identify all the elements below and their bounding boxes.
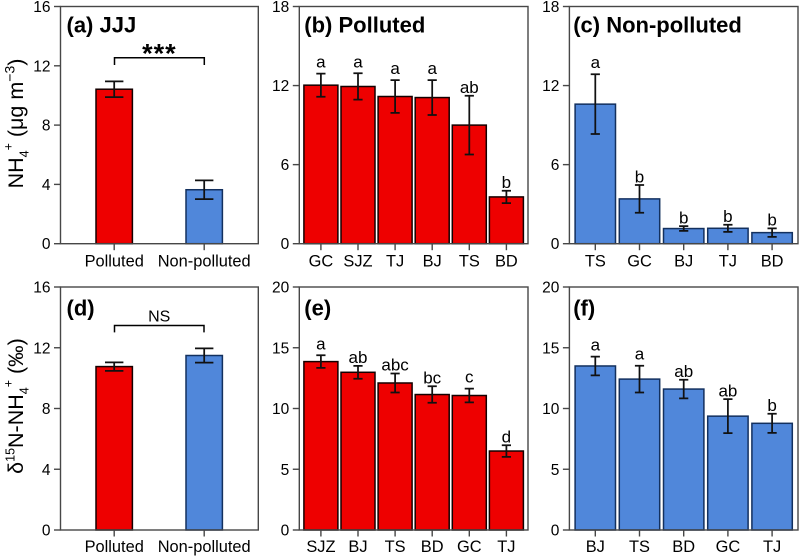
svg-text:ab: ab: [460, 78, 479, 97]
svg-text:20: 20: [272, 280, 290, 297]
svg-text:BJ: BJ: [423, 252, 442, 270]
svg-text:Polluted: Polluted: [85, 538, 144, 556]
svg-text:10: 10: [542, 401, 560, 418]
svg-text:a: a: [427, 59, 437, 78]
svg-text:BJ: BJ: [586, 538, 605, 556]
svg-text:a: a: [591, 336, 601, 355]
svg-text:ab: ab: [718, 381, 737, 400]
svg-text:4: 4: [42, 177, 51, 194]
svg-text:Non-polluted: Non-polluted: [158, 538, 251, 556]
svg-text:(d): (d): [67, 296, 95, 321]
svg-text:Non-polluted: Non-polluted: [158, 252, 251, 270]
svg-text:18: 18: [542, 0, 559, 16]
svg-text:abc: abc: [381, 356, 409, 375]
svg-text:b: b: [767, 396, 776, 415]
svg-text:BJ: BJ: [348, 538, 367, 556]
svg-text:TS: TS: [385, 538, 406, 556]
svg-text:a: a: [316, 53, 326, 72]
svg-text:12: 12: [33, 340, 50, 357]
svg-text:GC: GC: [309, 252, 334, 270]
svg-text:5: 5: [281, 462, 290, 479]
svg-text:12: 12: [542, 78, 559, 95]
svg-text:0: 0: [551, 523, 560, 540]
svg-text:ab: ab: [674, 362, 693, 381]
svg-text:SJZ: SJZ: [306, 538, 335, 556]
svg-text:ab: ab: [349, 348, 368, 367]
svg-text:(e): (e): [304, 296, 331, 321]
svg-text:NS: NS: [148, 309, 170, 326]
svg-text:a: a: [353, 52, 363, 71]
svg-text:10: 10: [272, 401, 290, 418]
svg-text:Polluted: Polluted: [85, 252, 144, 270]
svg-text:GC: GC: [716, 538, 741, 556]
svg-text:a: a: [390, 59, 400, 78]
svg-text:a: a: [591, 53, 601, 72]
svg-text:b: b: [767, 211, 776, 230]
svg-text:16: 16: [33, 0, 50, 16]
svg-text:b: b: [502, 173, 511, 192]
svg-text:6: 6: [281, 157, 290, 174]
svg-text:5: 5: [551, 462, 560, 479]
svg-text:20: 20: [542, 280, 560, 297]
svg-text:15: 15: [542, 340, 559, 357]
svg-text:GC: GC: [627, 252, 652, 270]
svg-text:BD: BD: [761, 252, 784, 270]
svg-text:0: 0: [281, 236, 290, 253]
svg-text:0: 0: [281, 523, 290, 540]
svg-text:4: 4: [42, 462, 51, 479]
svg-text:8: 8: [42, 401, 51, 418]
svg-text:TJ: TJ: [497, 538, 515, 556]
svg-text:(f): (f): [573, 296, 595, 321]
svg-text:***: ***: [142, 39, 177, 69]
svg-text:d: d: [502, 427, 511, 446]
svg-text:bc: bc: [423, 368, 441, 387]
svg-text:15: 15: [272, 340, 289, 357]
svg-text:BD: BD: [495, 252, 518, 270]
svg-text:δ15N-NH4+ (‰): δ15N-NH4+ (‰): [2, 338, 32, 474]
svg-text:16: 16: [33, 280, 50, 297]
svg-text:b: b: [679, 208, 688, 227]
svg-text:TJ: TJ: [719, 252, 737, 270]
svg-text:TJ: TJ: [763, 538, 781, 556]
svg-text:TS: TS: [629, 538, 650, 556]
svg-text:12: 12: [33, 58, 50, 75]
svg-text:(a) JJJ: (a) JJJ: [67, 13, 137, 38]
svg-text:SJZ: SJZ: [343, 252, 372, 270]
svg-text:18: 18: [272, 0, 289, 16]
svg-text:12: 12: [272, 78, 289, 95]
svg-text:b: b: [723, 207, 732, 226]
svg-text:(c) Non-polluted: (c) Non-polluted: [573, 13, 742, 38]
svg-text:a: a: [316, 334, 326, 353]
svg-text:BD: BD: [672, 538, 695, 556]
svg-text:BJ: BJ: [674, 252, 693, 270]
svg-text:0: 0: [551, 236, 560, 253]
svg-text:BD: BD: [421, 538, 444, 556]
svg-text:8: 8: [42, 118, 51, 135]
svg-text:TS: TS: [459, 252, 480, 270]
svg-text:GC: GC: [457, 538, 482, 556]
svg-text:TJ: TJ: [386, 252, 404, 270]
svg-text:b: b: [635, 167, 644, 186]
svg-text:0: 0: [42, 523, 51, 540]
svg-text:TS: TS: [585, 252, 606, 270]
svg-text:6: 6: [551, 157, 560, 174]
svg-text:NH4+ (μg m−3): NH4+ (μg m−3): [2, 59, 32, 189]
svg-text:c: c: [465, 368, 474, 387]
svg-text:0: 0: [42, 236, 51, 253]
svg-text:a: a: [635, 345, 645, 364]
svg-text:(b) Polluted: (b) Polluted: [304, 13, 425, 38]
